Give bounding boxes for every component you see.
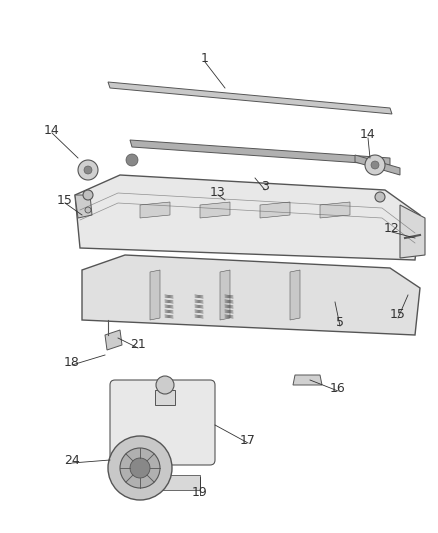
Text: 5: 5: [336, 317, 344, 329]
Circle shape: [120, 448, 160, 488]
Polygon shape: [320, 202, 350, 218]
Text: 16: 16: [330, 382, 346, 394]
Polygon shape: [293, 375, 322, 385]
Circle shape: [365, 155, 385, 175]
Text: 15: 15: [390, 309, 406, 321]
Polygon shape: [155, 390, 175, 405]
Polygon shape: [155, 475, 200, 490]
Circle shape: [78, 160, 98, 180]
Text: 3: 3: [261, 181, 269, 193]
Polygon shape: [75, 175, 420, 260]
Circle shape: [85, 207, 91, 213]
Text: 14: 14: [360, 128, 376, 141]
Circle shape: [126, 154, 138, 166]
Circle shape: [371, 161, 379, 169]
Text: 18: 18: [64, 356, 80, 368]
Polygon shape: [140, 202, 170, 218]
Polygon shape: [105, 330, 122, 350]
FancyBboxPatch shape: [110, 380, 215, 465]
Text: 12: 12: [384, 222, 400, 235]
Circle shape: [83, 190, 93, 200]
Circle shape: [375, 192, 385, 202]
Text: 21: 21: [130, 338, 146, 351]
Circle shape: [156, 376, 174, 394]
Text: 13: 13: [210, 185, 226, 198]
Circle shape: [84, 166, 92, 174]
Text: 19: 19: [192, 486, 208, 498]
Polygon shape: [75, 195, 92, 218]
Text: 1: 1: [201, 52, 209, 64]
Circle shape: [130, 458, 150, 478]
Polygon shape: [108, 82, 392, 114]
Text: 24: 24: [64, 454, 80, 466]
Polygon shape: [200, 202, 230, 218]
Polygon shape: [260, 202, 290, 218]
Polygon shape: [355, 155, 400, 175]
Text: 15: 15: [57, 193, 73, 206]
Polygon shape: [220, 270, 230, 320]
Circle shape: [108, 436, 172, 500]
Polygon shape: [400, 205, 425, 258]
Polygon shape: [290, 270, 300, 320]
Text: 14: 14: [44, 124, 60, 136]
Polygon shape: [150, 270, 160, 320]
Polygon shape: [130, 140, 390, 165]
Text: 17: 17: [240, 433, 256, 447]
Polygon shape: [82, 255, 420, 335]
